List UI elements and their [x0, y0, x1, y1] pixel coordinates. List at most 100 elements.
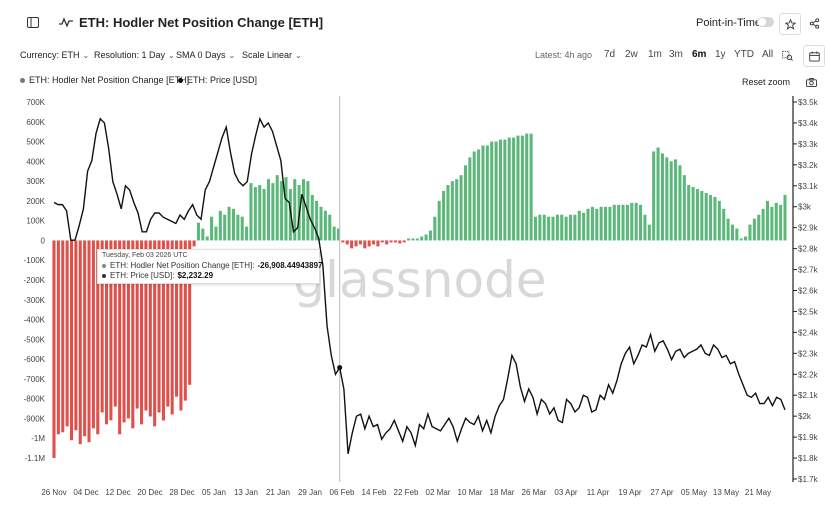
holder-change-bar: [639, 204, 643, 241]
holder-change-bar: [91, 240, 95, 429]
holder-change-bar: [542, 214, 546, 241]
reset-zoom-button[interactable]: Reset zoom: [742, 77, 791, 87]
holder-change-bar: [148, 240, 152, 417]
page-title: ETH: Hodler Net Position Change [ETH]: [79, 15, 324, 30]
y-right-tick-label: $2.5k: [798, 307, 819, 316]
holder-change-bar: [770, 206, 774, 241]
camera-icon[interactable]: [803, 75, 819, 89]
x-tick-label: 05 May: [681, 488, 707, 497]
scale-select[interactable]: Scale Linear ⌄: [242, 50, 302, 60]
x-tick-label: 27 Apr: [650, 488, 673, 497]
holder-change-bar: [744, 236, 748, 241]
currency-select[interactable]: Currency: ETH ⌄: [20, 50, 89, 60]
share-icon[interactable]: [804, 13, 824, 33]
controls-bar: Currency: ETH ⌄ Resolution: 1 Day ⌄ SMA 0 …: [0, 44, 828, 66]
legend-item-holder-change[interactable]: ETH: Hodler Net Position Change [ETH]: [20, 75, 189, 85]
range-ytd[interactable]: YTD: [734, 49, 754, 60]
holder-change-bar: [450, 181, 454, 241]
x-tick-label: 20 Dec: [137, 488, 162, 497]
holder-change-bar: [179, 240, 183, 411]
x-tick-label: 13 Jan: [234, 488, 258, 497]
holder-change-bar: [188, 240, 192, 385]
holder-change-bar: [695, 189, 699, 241]
holder-change-bar: [253, 187, 257, 241]
holder-change-bar: [660, 153, 664, 241]
legend-item-price[interactable]: ETH: Price [USD]: [178, 75, 257, 85]
holder-change-bar: [166, 240, 170, 407]
resolution-label: Resolution: 1 Day: [94, 50, 166, 60]
range-6m[interactable]: 6m: [692, 49, 707, 60]
x-tick-label: 13 May: [713, 488, 739, 497]
holder-change-bar: [477, 149, 481, 241]
tooltip-row-holder: ETH: Hodler Net Position Change [ETH]: -2…: [102, 261, 322, 270]
y-left-tick-label: -1.1M: [25, 454, 46, 463]
x-tick-label: 02 Mar: [426, 488, 451, 497]
holder-change-bar: [61, 240, 65, 433]
range-3m[interactable]: 3m: [669, 49, 683, 60]
holder-change-bar: [730, 224, 734, 241]
sidebar-toggle-icon[interactable]: [22, 12, 44, 32]
sma-select[interactable]: SMA 0 Days ⌄: [176, 50, 235, 60]
holder-change-bar: [376, 240, 380, 247]
holder-change-bar: [415, 238, 419, 241]
holder-change-bar: [140, 240, 144, 425]
range-7d[interactable]: 7d: [604, 49, 616, 60]
holder-change-bar: [748, 224, 752, 241]
holder-change-bar: [380, 240, 384, 243]
y-right-tick-label: $2.4k: [798, 328, 819, 337]
x-tick-label: 12 Dec: [105, 488, 130, 497]
holder-change-bar: [131, 240, 135, 429]
range-2w[interactable]: 2w: [625, 49, 638, 60]
y-right-tick-label: $2.2k: [798, 370, 819, 379]
holder-change-bar: [301, 179, 306, 241]
holder-change-bar: [643, 214, 647, 241]
watermark: glassnode: [293, 251, 546, 309]
point-in-time-toggle[interactable]: [757, 17, 774, 27]
y-right-tick-label: $3.1k: [798, 182, 819, 191]
holder-change-bar: [547, 216, 551, 241]
holder-change-bar: [604, 206, 608, 241]
y-left-tick-label: -500K: [24, 335, 46, 344]
resolution-select[interactable]: Resolution: 1 Day ⌄: [94, 50, 175, 60]
holder-change-bar: [323, 210, 327, 241]
x-tick-label: 21 Jan: [266, 488, 290, 497]
x-tick-label: 26 Nov: [41, 488, 66, 497]
holder-change-bar: [161, 240, 165, 421]
holder-change-bar: [275, 175, 279, 241]
holder-change-bar: [284, 177, 288, 241]
right-axis: $3.5k $3.4k $3.3k $3.2k $3.1k $3k $2.9k $2.8k $2…: [793, 98, 819, 484]
holder-change-bar: [122, 240, 126, 423]
y-right-tick-label: $2.6k: [798, 287, 819, 296]
holder-change-bar: [779, 204, 783, 241]
holder-change-bar: [293, 179, 297, 241]
holder-change-bar: [104, 240, 109, 425]
latest-update: Latest: 4h ago: [535, 50, 593, 60]
holder-change-bar: [709, 194, 713, 241]
holder-change-bar: [599, 206, 603, 241]
holder-change-bar: [674, 159, 678, 241]
y-left-tick-label: -600K: [24, 355, 46, 364]
holder-change-bar: [420, 236, 424, 241]
holder-change-bar: [481, 145, 485, 241]
left-axis: 700K 600K 500K 400K 300K 200K 100K 0 -100K -200K -…: [24, 98, 46, 463]
holder-change-bar: [573, 214, 577, 241]
y-left-tick-label: -100K: [24, 256, 46, 265]
holder-change-bar: [214, 226, 218, 241]
holder-change-bar: [520, 135, 524, 241]
range-1y[interactable]: 1y: [715, 49, 726, 60]
holder-change-bar: [175, 240, 179, 397]
y-left-tick-label: 300K: [26, 177, 45, 186]
y-right-tick-label: $1.9k: [798, 433, 819, 442]
holder-change-bar: [201, 228, 205, 241]
range-1m[interactable]: 1m: [648, 49, 662, 60]
star-icon[interactable]: [779, 13, 801, 35]
calendar-icon[interactable]: [803, 45, 825, 67]
holder-change-bar: [236, 214, 240, 241]
date-range-icon[interactable]: [779, 47, 795, 63]
y-right-tick-label: $2.3k: [798, 349, 819, 358]
range-all[interactable]: All: [762, 49, 774, 60]
holder-change-bar: [354, 240, 358, 247]
holder-change-bar: [135, 240, 139, 409]
holder-change-bar: [630, 202, 634, 241]
